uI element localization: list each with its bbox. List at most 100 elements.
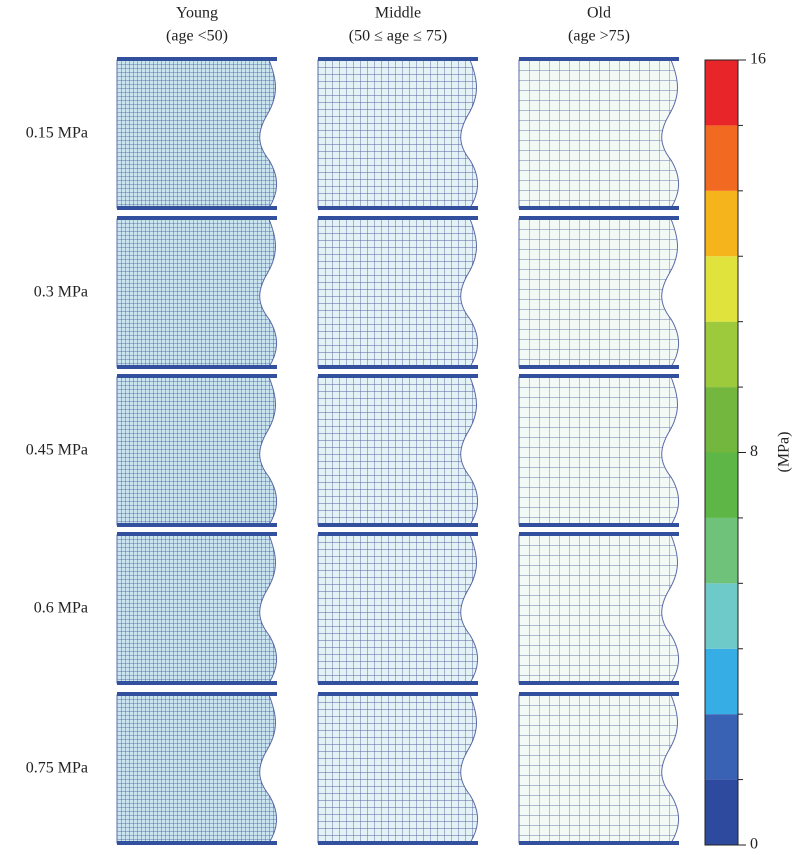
mesh — [318, 60, 478, 208]
panel-outline — [116, 59, 277, 209]
row-label: 0.6 MPa — [34, 600, 88, 617]
bottom-plate — [519, 206, 679, 210]
mesh-panel — [518, 216, 679, 369]
top-plate — [519, 532, 679, 536]
top-plate — [318, 216, 478, 220]
mesh-panel — [116, 216, 277, 369]
top-plate — [117, 374, 277, 378]
bottom-plate — [117, 841, 277, 845]
top-plate — [519, 692, 679, 696]
colorbar-band — [705, 387, 738, 453]
mesh-panel — [116, 374, 277, 527]
colorbar-band — [705, 60, 738, 126]
panel-outline — [116, 376, 277, 526]
mesh-panel — [317, 374, 478, 527]
bottom-plate — [318, 681, 478, 685]
colorbar-tick-label: 0 — [750, 836, 758, 853]
bottom-plate — [519, 681, 679, 685]
row-label: 0.45 MPa — [26, 442, 88, 459]
mesh — [117, 377, 277, 525]
mesh — [519, 219, 679, 367]
colorbar-tick-label: 16 — [750, 51, 766, 68]
mesh-panel — [518, 532, 679, 685]
mesh-panel — [518, 374, 679, 527]
top-plate — [519, 216, 679, 220]
column-title: Young — [176, 5, 218, 22]
bottom-plate — [117, 681, 277, 685]
column-subtitle: (50 ≤ age ≤ 75) — [349, 28, 447, 45]
colorbar-label: (MPa) — [776, 432, 793, 473]
mesh-panel — [317, 57, 478, 210]
mesh — [117, 695, 277, 843]
mesh-panel — [518, 692, 679, 845]
colorbar-band — [705, 190, 738, 257]
panel-outline — [518, 59, 679, 209]
mesh — [117, 535, 277, 683]
row-label: 0.15 MPa — [26, 125, 88, 142]
bottom-plate — [318, 206, 478, 210]
mesh-panel — [116, 692, 277, 845]
bottom-plate — [318, 365, 478, 369]
top-plate — [117, 692, 277, 696]
bottom-plate — [318, 841, 478, 845]
top-plate — [519, 57, 679, 61]
row-label: 0.3 MPa — [34, 284, 88, 301]
panel-outline — [317, 376, 478, 526]
mesh — [318, 695, 478, 843]
colorbar-band — [705, 648, 738, 715]
mesh — [519, 695, 679, 843]
column-title: Old — [587, 5, 611, 22]
mesh — [519, 60, 679, 208]
colorbar-tick-label: 8 — [750, 443, 758, 460]
top-plate — [519, 374, 679, 378]
colorbar-band — [705, 779, 738, 845]
top-plate — [117, 216, 277, 220]
mesh — [318, 377, 478, 525]
mesh — [519, 535, 679, 683]
top-plate — [117, 57, 277, 61]
panel-outline — [116, 534, 277, 684]
panel-outline — [317, 694, 478, 844]
top-plate — [318, 532, 478, 536]
colorbar-band — [705, 714, 738, 780]
bottom-plate — [519, 365, 679, 369]
mesh — [318, 535, 478, 683]
panel-outline — [116, 694, 277, 844]
column-subtitle: (age >75) — [568, 28, 630, 45]
panel-outline — [116, 218, 277, 368]
mesh-panel — [317, 532, 478, 685]
mesh — [318, 219, 478, 367]
column-subtitle: (age <50) — [166, 28, 228, 45]
colorbar-band — [705, 321, 738, 388]
panel-outline — [317, 218, 478, 368]
bottom-plate — [519, 523, 679, 527]
panel-outline — [518, 534, 679, 684]
panel-outline — [317, 59, 478, 209]
mesh-panel — [116, 57, 277, 210]
bottom-plate — [117, 206, 277, 210]
colorbar-band — [705, 517, 738, 584]
bottom-plate — [318, 523, 478, 527]
panel-outline — [518, 694, 679, 844]
mesh-panel — [518, 57, 679, 210]
bottom-plate — [117, 365, 277, 369]
colorbar-band — [705, 583, 738, 649]
bottom-plate — [519, 841, 679, 845]
bottom-plate — [117, 523, 277, 527]
mesh-panel — [317, 692, 478, 845]
mesh — [117, 60, 277, 208]
mesh-panel — [116, 532, 277, 685]
mesh — [117, 219, 277, 367]
top-plate — [117, 532, 277, 536]
panel-outline — [518, 218, 679, 368]
colorbar-band — [705, 256, 738, 322]
column-title: Middle — [375, 5, 421, 22]
mesh — [519, 377, 679, 525]
panel-outline — [317, 534, 478, 684]
colorbar-band — [705, 452, 738, 518]
row-label: 0.75 MPa — [26, 760, 88, 777]
mesh-panel — [317, 216, 478, 369]
panel-outline — [518, 376, 679, 526]
colorbar-band — [705, 125, 738, 191]
